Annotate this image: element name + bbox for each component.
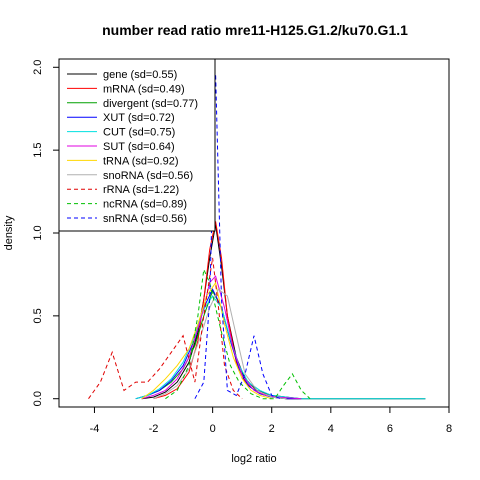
y-tick-label: 1.5 (32, 142, 44, 157)
y-tick-label: 0.0 (32, 391, 44, 406)
x-axis: -4 -2 0 2 4 6 8 (90, 406, 452, 435)
series-layer (88, 73, 426, 400)
chart-title: number read ratio mre11-H125.G1.2/ku70.G… (102, 22, 408, 38)
y-axis-title: density (3, 215, 15, 250)
x-tick-label: 4 (328, 423, 334, 435)
x-tick-label: 8 (446, 423, 452, 435)
series-line (88, 257, 243, 400)
legend-entry: ncRNA (sd=0.89) (103, 199, 187, 211)
series-line (194, 73, 281, 400)
x-tick-label: 0 (210, 423, 216, 435)
legend-entry: SUT (sd=0.64) (103, 141, 175, 153)
legend-entry: mRNA (sd=0.49) (103, 83, 185, 95)
legend-entry: snoRNA (sd=0.56) (103, 170, 193, 182)
x-tick-label: -4 (90, 423, 100, 435)
legend-entry: CUT (sd=0.75) (103, 127, 175, 139)
legend-entry: gene (sd=0.55) (103, 69, 177, 81)
legend-entry: tRNA (sd=0.92) (103, 155, 179, 167)
x-axis-title: log2 ratio (231, 453, 276, 465)
legend-box (58, 58, 216, 232)
series-line (141, 275, 302, 400)
x-tick-label: 2 (269, 423, 275, 435)
legend-entry: XUT (sd=0.72) (103, 112, 175, 124)
series-line (153, 288, 287, 400)
x-tick-label: 6 (387, 423, 393, 435)
series-line (141, 281, 272, 400)
series-line (165, 267, 311, 400)
legend-entry: snRNA (sd=0.56) (103, 213, 187, 225)
x-tick-label: -2 (149, 423, 159, 435)
y-tick-label: 1.0 (32, 225, 44, 240)
legend: gene (sd=0.55) mRNA (sd=0.49) divergent (s… (58, 58, 216, 232)
y-tick-label: 2.0 (32, 60, 44, 75)
legend-entry: divergent (sd=0.77) (103, 98, 198, 110)
y-tick-label: 0.5 (32, 308, 44, 323)
legend-entry: rRNA (sd=1.22) (103, 184, 179, 196)
